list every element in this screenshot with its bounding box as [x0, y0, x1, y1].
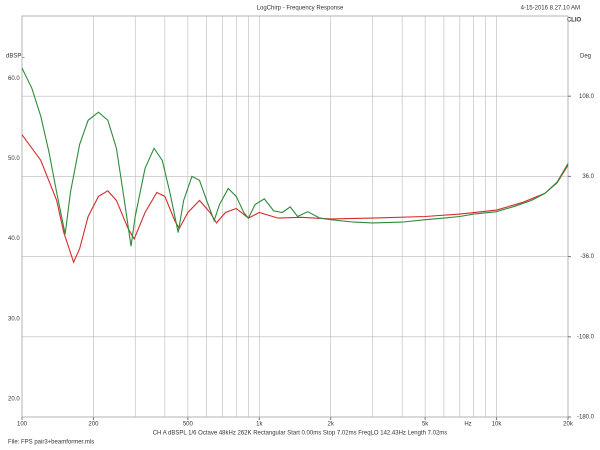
x-tick-label: 200 — [88, 422, 99, 428]
brand: CLIO — [567, 18, 582, 24]
y2-tick-label: 36.0 — [582, 174, 594, 180]
x-tick-label: 10k — [492, 422, 503, 428]
footer: CH A dBSPL 1/6 Octave 48kHz 262K Rectang… — [153, 431, 448, 437]
y2-axis-label: Deg — [580, 54, 591, 60]
y-tick-label: 40.0 — [8, 236, 20, 242]
y-tick-label: 60.0 — [8, 76, 20, 82]
series-line — [21, 134, 569, 264]
plot-area — [21, 15, 569, 418]
x-tick-label: 2k — [328, 422, 335, 428]
y2-tick-label: -36.0 — [580, 254, 594, 260]
x-tick-label: 5k — [422, 422, 429, 428]
y-tick-label: 50.0 — [8, 156, 20, 162]
x-tick-label: 1k — [256, 422, 263, 428]
series-line — [21, 67, 569, 247]
timestamp: 4-15-2016 8.27.10 AM — [521, 6, 580, 12]
x-unit: Hz — [464, 422, 471, 428]
y2-tick-label: -108.0 — [577, 334, 595, 340]
y-axis-label: dBSPL — [6, 54, 25, 60]
y-tick-label: 20.0 — [8, 397, 20, 403]
x-tick-label: 20k — [563, 422, 574, 428]
x-tick-label: 500 — [183, 422, 194, 428]
y-tick-label: 30.0 — [8, 316, 20, 322]
y2-tick-label: -180.0 — [577, 415, 595, 421]
y-tick-label: 70.0 — [8, 0, 20, 2]
chart-title: LogChirp - Frequency Response — [257, 6, 344, 12]
file-name: File: FPS pair3+beamformer.mls — [8, 440, 94, 446]
y2-tick-label: 108.0 — [579, 94, 595, 100]
x-tick-label: 100 — [17, 422, 28, 428]
